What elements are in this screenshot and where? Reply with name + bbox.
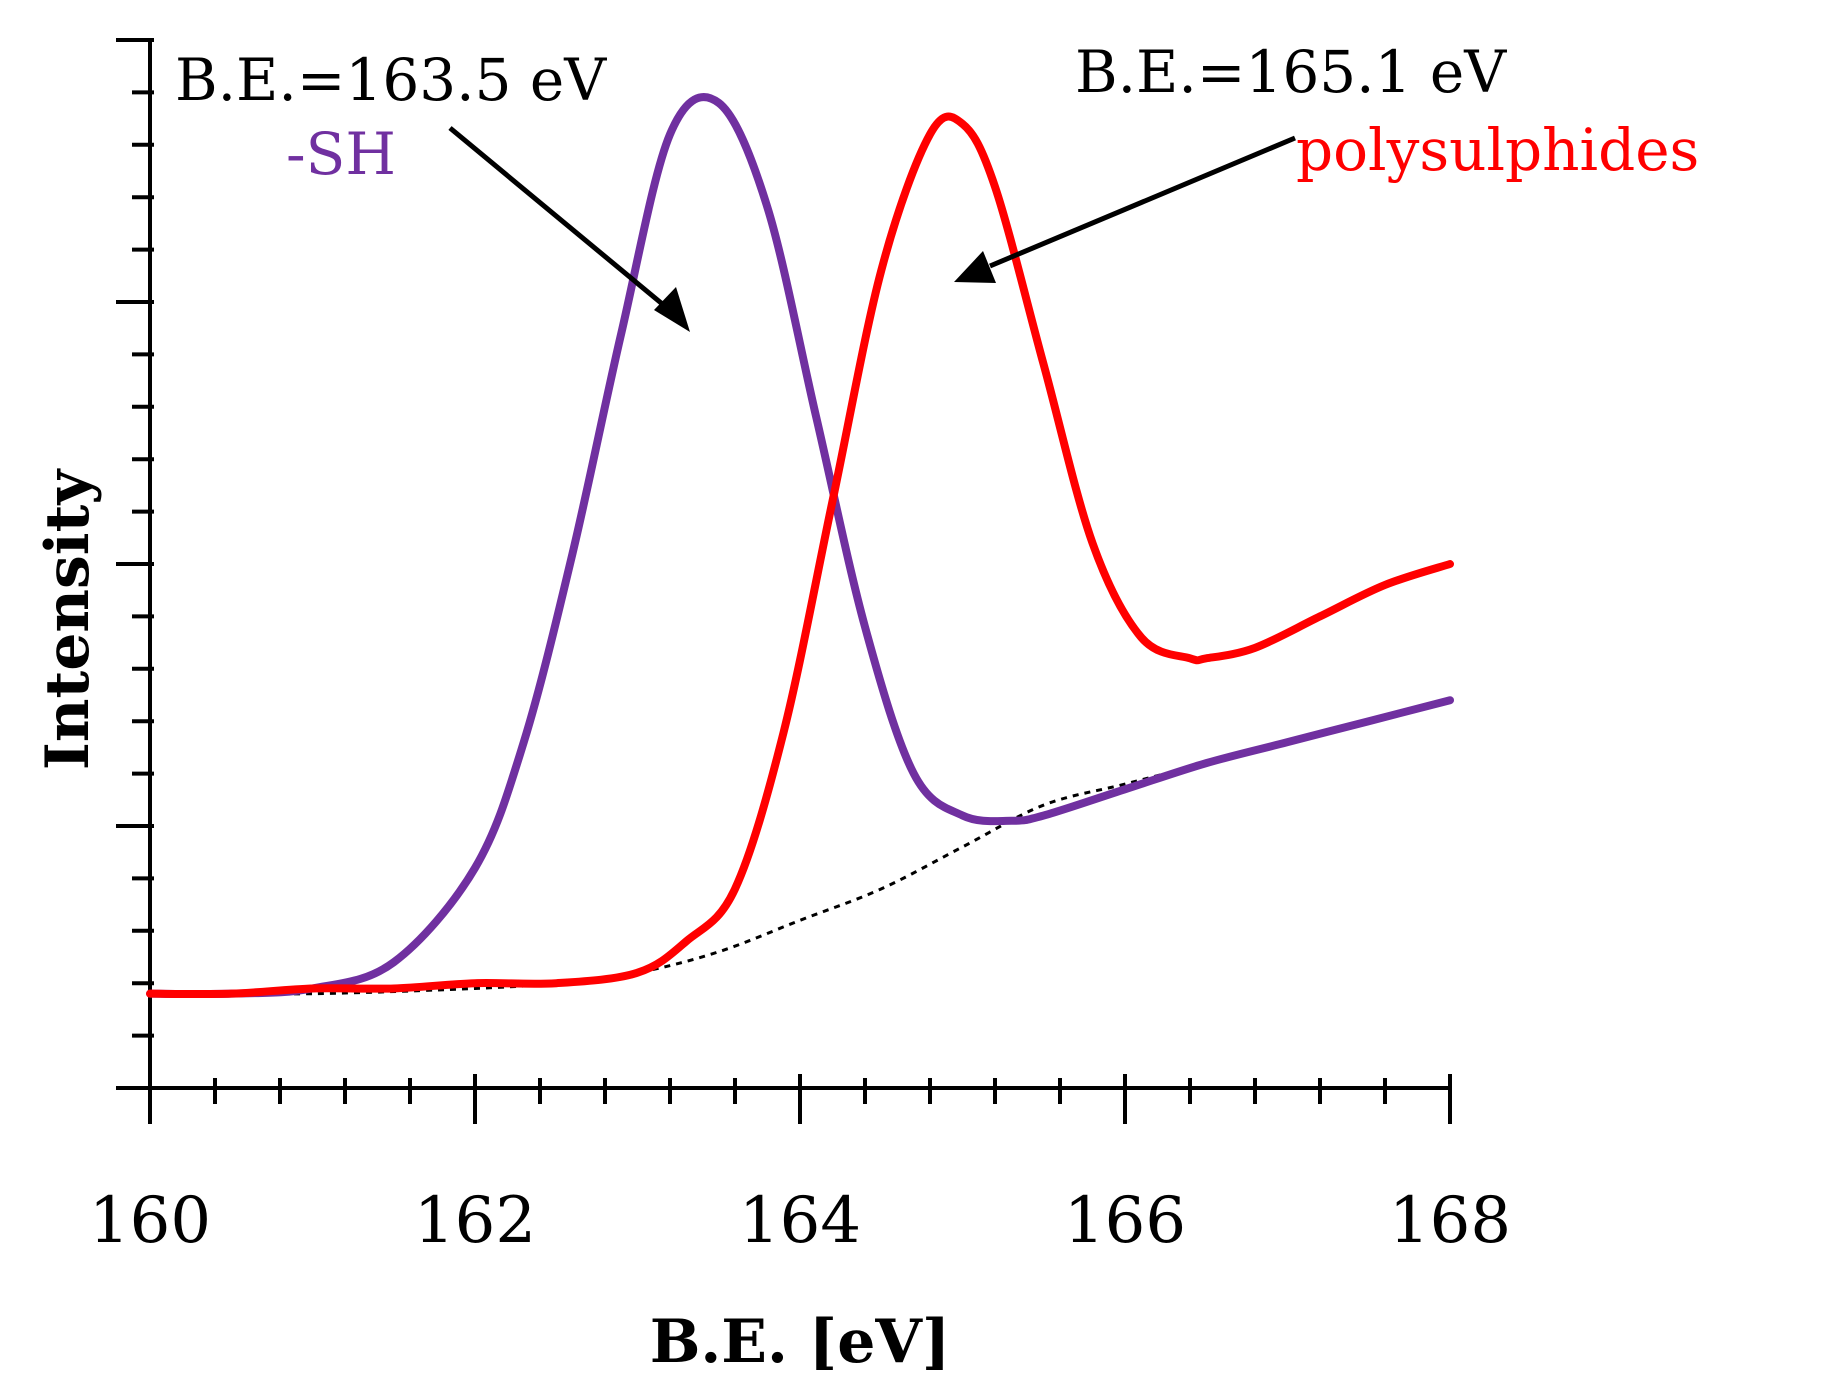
x-tick-label: 160 <box>89 1184 211 1258</box>
poly-be-label: B.E.=165.1 eV <box>1075 38 1507 106</box>
axes: 160 162 164 166 168 <box>89 38 1511 1258</box>
sh-arrowhead-icon <box>654 287 690 332</box>
x-tick-label: 168 <box>1389 1184 1511 1258</box>
x-ticks <box>148 1074 1452 1124</box>
series-line-background <box>149 698 1451 996</box>
x-axis-title: B.E. [eV] <box>650 1307 951 1377</box>
poly-label: polysulphides <box>1296 116 1699 184</box>
x-tick-label: 162 <box>414 1184 536 1258</box>
y-axis-title: Intensity <box>33 468 103 770</box>
sh-be-label: B.E.=163.5 eV <box>175 46 607 114</box>
poly-arrow-line <box>989 135 1296 269</box>
series-line-polysulphides <box>146 112 1454 999</box>
sh-label: -SH <box>286 120 396 188</box>
series-line-sh <box>146 93 1454 999</box>
y-ticks <box>116 38 154 1090</box>
annotation-arrows <box>448 126 1296 332</box>
poly-arrowhead-icon <box>954 251 996 283</box>
series-layer <box>146 93 1454 999</box>
x-tick-labels: 160 162 164 166 168 <box>89 1184 1511 1258</box>
x-tick-label: 166 <box>1064 1184 1186 1258</box>
sh-arrow-line <box>448 126 674 314</box>
x-tick-label: 164 <box>739 1184 861 1258</box>
